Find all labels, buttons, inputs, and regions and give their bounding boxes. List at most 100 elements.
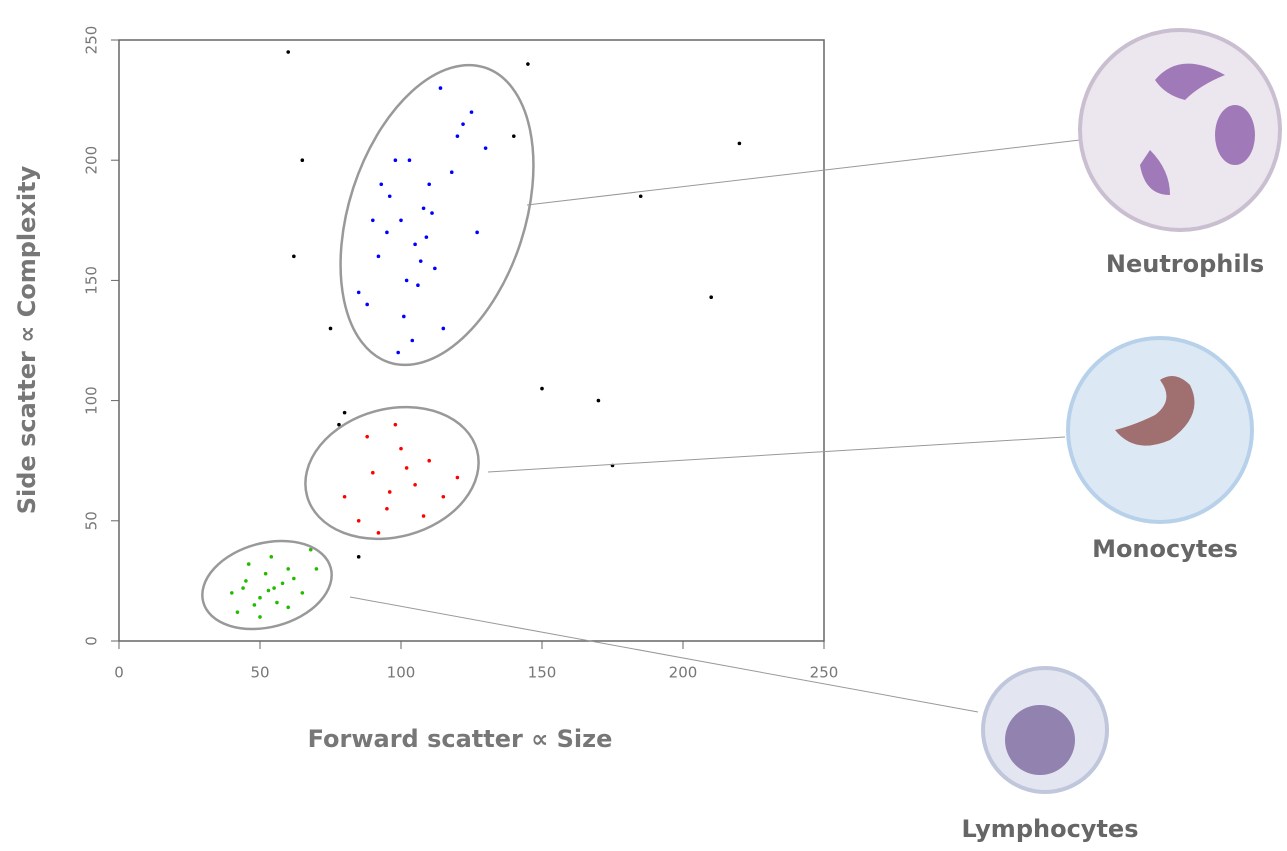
connector	[526, 139, 1081, 206]
point	[475, 230, 479, 235]
y-tick-label: 200	[83, 146, 101, 175]
x-tick-label: 200	[669, 664, 698, 682]
point	[328, 326, 333, 331]
y-tick-label: 100	[83, 386, 101, 415]
y-axis-title: Side scatter ∝ Complexity	[13, 165, 41, 514]
x-axis-title: Forward scatter ∝ Size	[308, 725, 613, 753]
lymphocyte-cell	[981, 666, 1109, 794]
connectors	[349, 139, 1081, 713]
point	[371, 218, 375, 223]
point	[280, 581, 285, 586]
point	[292, 254, 296, 259]
point	[286, 50, 291, 54]
points	[230, 50, 742, 619]
y-tick-label: 0	[83, 636, 101, 646]
gates	[201, 63, 535, 631]
point	[272, 586, 276, 590]
point	[275, 600, 279, 605]
point	[418, 259, 423, 263]
x-tick-label: 100	[387, 664, 416, 682]
point	[286, 605, 291, 610]
point	[416, 283, 420, 288]
point	[385, 230, 389, 235]
point	[314, 567, 319, 571]
cell-label: Monocytes	[1092, 535, 1238, 563]
point	[365, 434, 369, 439]
point	[427, 458, 432, 463]
gate	[339, 63, 535, 367]
point	[449, 170, 454, 175]
point	[252, 603, 257, 607]
x-tick-label: 150	[528, 664, 557, 682]
point	[709, 295, 713, 300]
y-tick-label: 250	[83, 26, 101, 55]
gate	[201, 539, 333, 631]
point	[461, 122, 465, 126]
point	[376, 531, 381, 535]
point	[430, 211, 434, 215]
point	[385, 506, 389, 511]
neutrophil-cell	[1078, 28, 1282, 232]
point	[292, 576, 296, 581]
y-tick-label: 150	[83, 266, 101, 295]
point	[263, 571, 268, 576]
point	[526, 62, 530, 66]
gate	[304, 405, 480, 541]
point	[387, 490, 392, 494]
point	[376, 254, 381, 259]
y-tick-label: 50	[83, 511, 101, 530]
point	[424, 235, 429, 239]
point	[540, 386, 544, 391]
point	[258, 595, 262, 600]
point	[399, 218, 403, 223]
point	[393, 422, 398, 427]
point	[356, 519, 361, 523]
point	[269, 555, 274, 559]
x-tick-label: 50	[250, 664, 269, 682]
point	[300, 591, 305, 595]
point	[404, 466, 409, 470]
point	[387, 194, 392, 199]
point	[421, 206, 426, 211]
point	[469, 110, 474, 114]
x-tick-label: 250	[810, 664, 839, 682]
point	[244, 579, 248, 583]
point	[379, 182, 384, 187]
point	[300, 158, 305, 162]
point	[342, 410, 347, 415]
point	[455, 475, 460, 480]
point	[365, 302, 369, 307]
point	[455, 134, 460, 138]
point	[404, 278, 409, 283]
point	[235, 610, 240, 614]
point	[421, 514, 426, 518]
point	[286, 567, 291, 571]
cell-label: Lymphocytes	[962, 815, 1139, 843]
point	[393, 158, 398, 162]
point	[427, 182, 432, 187]
point	[266, 588, 271, 593]
point	[337, 422, 341, 427]
connector	[349, 596, 979, 713]
point	[308, 547, 313, 552]
point	[441, 494, 446, 499]
point	[737, 141, 742, 146]
cell-label: Neutrophils	[1106, 250, 1264, 278]
point	[356, 290, 361, 295]
point	[396, 350, 400, 355]
point	[241, 586, 245, 590]
x-tick-label: 0	[114, 664, 124, 682]
point	[342, 494, 347, 499]
point	[230, 591, 234, 595]
plot-frame	[118, 39, 825, 642]
point	[410, 338, 415, 343]
point	[512, 134, 516, 138]
point	[441, 326, 446, 331]
point	[438, 86, 443, 90]
point	[371, 470, 375, 475]
point	[483, 146, 488, 150]
point	[638, 194, 643, 199]
monocyte-cell	[1066, 336, 1254, 524]
